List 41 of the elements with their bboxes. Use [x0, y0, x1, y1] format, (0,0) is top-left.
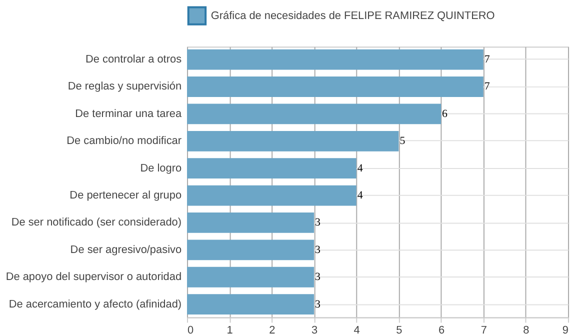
x-tick-label: 1: [226, 324, 233, 334]
data-label: 5: [400, 135, 406, 148]
bar: [187, 130, 399, 152]
x-tick-label: 9: [562, 324, 569, 334]
bar: [187, 104, 442, 124]
data-label: 7: [484, 80, 490, 93]
y-tick-label: De logro: [140, 162, 182, 174]
data-label: 3: [315, 244, 322, 256]
y-tick-label: De apoyo del supervisor o autoridad: [6, 271, 182, 284]
data-label: 4: [357, 190, 364, 202]
x-tick-label: 5: [396, 324, 402, 334]
bar: [187, 240, 314, 260]
data-label: 3: [315, 298, 322, 310]
data-label: 7: [484, 54, 490, 66]
y-tick-label: De controlar a otros: [85, 54, 182, 66]
y-tick-label: De pertenecer al grupo: [70, 190, 182, 202]
x-tick-label: 4: [354, 324, 360, 334]
data-label: 6: [442, 108, 448, 120]
bar: [187, 294, 314, 315]
x-tick-label: 3: [311, 324, 318, 334]
data-label: 4: [357, 162, 364, 174]
y-tick-label: De reglas y supervisión: [68, 80, 182, 93]
bar: [187, 49, 484, 70]
y-tick-label: De ser notificado (ser considerado): [11, 216, 182, 229]
y-tick-label: De cambio/no modificar: [66, 135, 182, 148]
legend-label: Gráfica de necesidades de FELIPE RAMIREZ QUINTERO: [210, 10, 495, 22]
x-tick-label: 0: [188, 324, 194, 334]
x-tick-label: 7: [480, 324, 487, 334]
x-tick-label: 6: [438, 324, 445, 334]
y-tick-label: De acercamiento y afecto (afinidad): [8, 298, 182, 310]
data-label: 3: [315, 271, 322, 284]
bar: [187, 212, 314, 233]
bar: [187, 266, 314, 288]
x-tick-label: 2: [269, 324, 276, 334]
x-tick-label: 8: [523, 324, 530, 334]
bar: [187, 185, 356, 206]
bar: [187, 76, 484, 97]
y-tick-label: De terminar una tarea: [75, 108, 182, 120]
y-tick-label: De ser agresivo/pasivo: [70, 244, 182, 256]
bar: [187, 158, 356, 179]
data-label: 3: [315, 216, 322, 229]
